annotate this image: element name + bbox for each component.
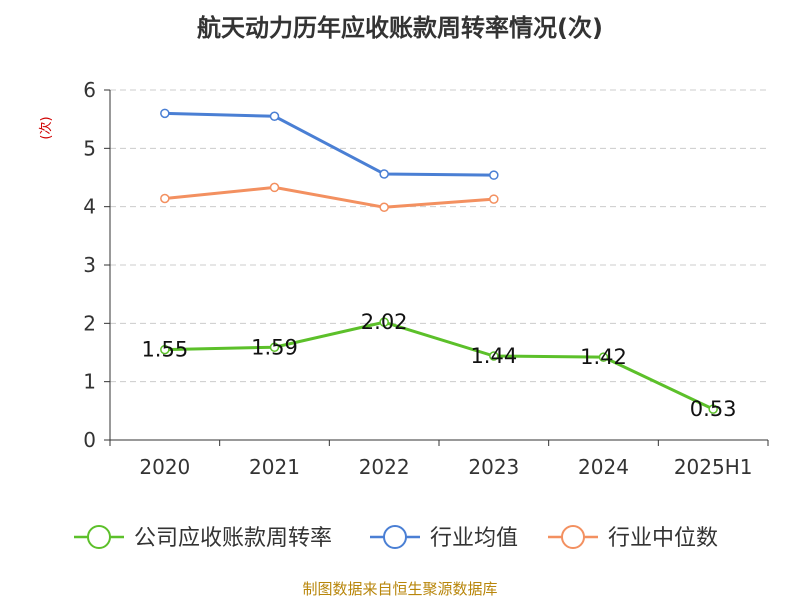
data-point xyxy=(160,108,170,119)
legend-marker-circle xyxy=(561,525,585,549)
series-line xyxy=(164,111,494,177)
x-tick-label: 2024 xyxy=(578,455,629,479)
y-axis-label: (次) xyxy=(38,116,54,139)
data-label: 1.42 xyxy=(580,345,627,369)
y-tick-label: 2 xyxy=(83,311,96,335)
y-tick-label: 3 xyxy=(83,253,96,277)
data-label: 1.44 xyxy=(470,344,517,368)
y-tick-label: 5 xyxy=(83,136,96,160)
y-tick-label: 1 xyxy=(83,370,96,394)
legend-label: 行业中位数 xyxy=(608,526,718,551)
legend-label: 行业均值 xyxy=(430,526,518,551)
data-point xyxy=(269,342,280,352)
data-point xyxy=(489,170,499,180)
data-label: 0.53 xyxy=(690,397,737,421)
data-point xyxy=(379,317,389,327)
data-label: 1.55 xyxy=(141,338,188,362)
x-tick-label: 2025H1 xyxy=(674,455,753,479)
y-tick-label: 4 xyxy=(83,195,96,219)
data-label: 1.59 xyxy=(251,335,298,359)
source-note: 制图数据来自恒生聚源数据库 xyxy=(302,580,497,598)
data-point xyxy=(489,351,499,361)
data-point xyxy=(708,404,718,414)
data-point xyxy=(489,194,499,204)
x-tick-label: 2021 xyxy=(249,455,300,479)
chart-title: 航天动力历年应收账款周转率情况(次) xyxy=(197,14,603,42)
data-point xyxy=(598,352,609,362)
data-label: 2.02 xyxy=(361,310,408,334)
data-point xyxy=(269,111,280,121)
data-point xyxy=(269,182,280,193)
data-point xyxy=(160,193,170,204)
legend-label: 公司应收账款周转率 xyxy=(134,526,332,551)
x-tick-label: 2020 xyxy=(139,455,190,479)
data-point xyxy=(379,169,389,179)
legend-marker-circle xyxy=(383,525,407,549)
data-point xyxy=(379,202,389,212)
x-tick-label: 2023 xyxy=(468,455,519,479)
y-tick-label: 0 xyxy=(83,428,96,452)
series-line xyxy=(164,185,494,209)
x-tick-label: 2022 xyxy=(359,455,410,479)
data-point xyxy=(160,344,170,355)
y-tick-label: 6 xyxy=(83,78,96,102)
legend-marker-circle xyxy=(87,525,111,549)
series-line xyxy=(164,320,714,411)
